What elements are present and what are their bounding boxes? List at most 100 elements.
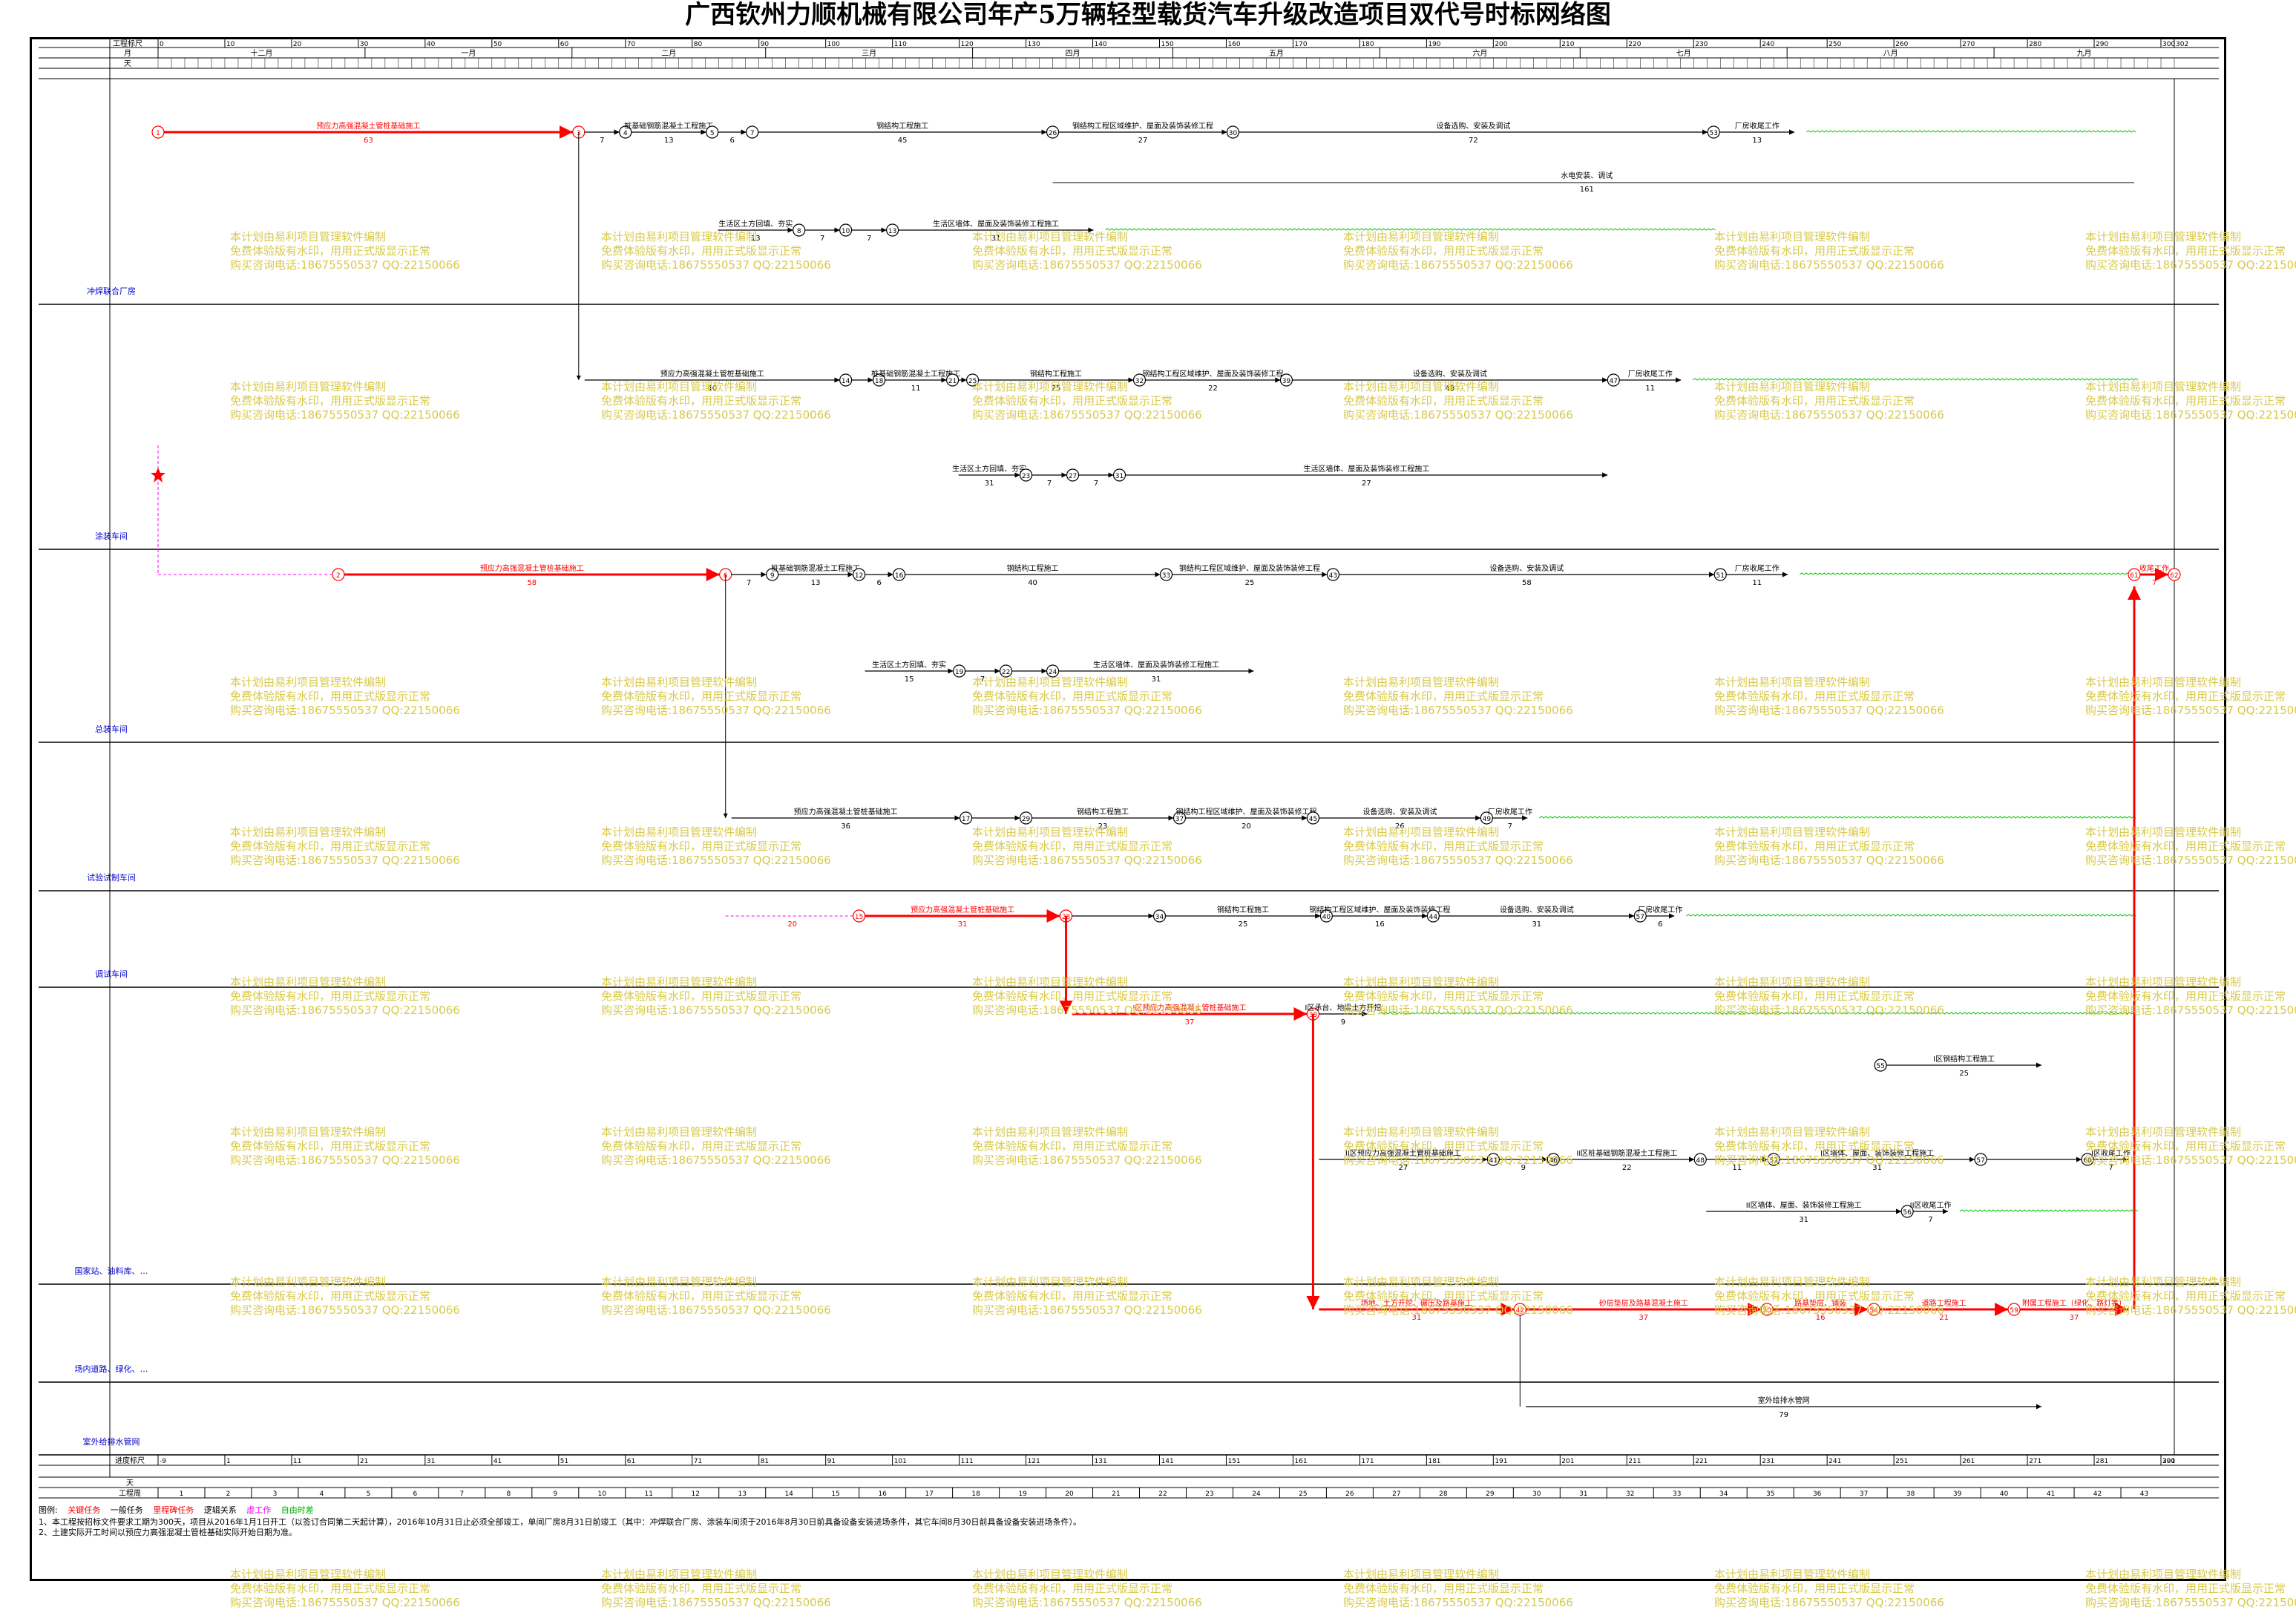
activity-duration: 37: [1185, 1018, 1195, 1027]
activity-label: II区收尾工作: [1910, 1200, 1952, 1210]
activity-duration: 11: [1732, 1164, 1742, 1172]
event-node-number: 7: [750, 130, 755, 137]
week-label: 3: [273, 1490, 278, 1498]
activity-duration: 11: [1645, 384, 1655, 393]
month-label: 二月: [661, 49, 676, 58]
tick-top-label: 40: [427, 41, 436, 48]
event-node-number: 30: [1229, 130, 1238, 137]
week-label: 19: [1018, 1490, 1027, 1498]
legend-virtual: 虚工作: [246, 1505, 272, 1515]
activity-label: 钢结构工程施工: [1077, 807, 1129, 817]
activity-label: 生活区墙体、屋面及装饰装修工程施工: [933, 219, 1059, 229]
event-node-number: 5: [710, 130, 715, 137]
tick-bottom-label: 21: [360, 1458, 368, 1465]
activity-duration: 9: [1521, 1164, 1526, 1172]
tick-bottom-label: 181: [1428, 1458, 1440, 1465]
activity-duration: 6: [1658, 920, 1662, 929]
event-node-number: 48: [1696, 1157, 1705, 1165]
activity-duration: 7: [2108, 1164, 2113, 1172]
tick-bottom-label: 161: [1294, 1458, 1307, 1465]
scale-label-week: 工程周: [119, 1489, 141, 1498]
week-label: 14: [784, 1490, 793, 1498]
activity-duration: 26: [1395, 822, 1405, 831]
tick-top-label: 130: [1028, 41, 1040, 48]
week-label: 25: [1299, 1490, 1307, 1498]
tick-top-label: 0: [160, 41, 164, 48]
legend: 图例: 关键任务 一般任务 里程碑任务 逻辑关系 虚工作 自由时差: [39, 1504, 321, 1516]
week-label: 20: [1065, 1490, 1074, 1498]
tick-top-label: 260: [1895, 41, 1908, 48]
event-node-number: 13: [888, 228, 896, 235]
activity-duration: 40: [1028, 579, 1037, 587]
month-label: 三月: [862, 49, 876, 58]
activity-duration: 27: [1362, 480, 1371, 488]
week-label: 33: [1673, 1490, 1681, 1498]
activity-duration: 45: [898, 137, 908, 145]
event-node-number: 25: [968, 378, 977, 385]
tick-bottom-label: 41: [493, 1458, 502, 1465]
activity-label: 预应力高强混凝土管桩基础施工: [794, 807, 898, 817]
event-node-number: 34: [1155, 914, 1164, 921]
event-node-number: 47: [1610, 378, 1618, 385]
activity-label: 路基垫层、铺装: [1794, 1298, 1846, 1308]
event-node-number: 55: [1876, 1063, 1884, 1070]
event-node-number: 31: [1115, 473, 1124, 480]
week-label: 34: [1719, 1490, 1728, 1498]
activity-label: 钢结构工程区域维护、屋面及装饰装修工程: [1309, 905, 1450, 914]
event-node-number: 53: [1710, 130, 1718, 137]
lane-label: 场内道路、绿化、…: [75, 1364, 148, 1374]
activity-label: 砂层垫层及路基混凝土施工: [1599, 1298, 1688, 1308]
activity-duration: 25: [1245, 579, 1255, 587]
activity-duration: 79: [1779, 1411, 1788, 1419]
tick-top-label: 220: [1628, 41, 1641, 48]
activity-label: 收尾工作: [2139, 563, 2169, 573]
event-node-number: 29: [1022, 816, 1031, 823]
activity-duration: 27: [1399, 1164, 1408, 1172]
tick-bottom-label: 211: [1628, 1458, 1641, 1465]
tick-bottom-label: -9: [160, 1458, 166, 1465]
activity-label: I区钢结构工程施工: [1933, 1054, 1995, 1064]
week-label: 26: [1345, 1490, 1354, 1498]
tick-bottom-label: 61: [627, 1458, 635, 1465]
milestone-star-icon: [151, 468, 165, 482]
activity-duration: 63: [364, 137, 373, 145]
week-label: 28: [1439, 1490, 1448, 1498]
activity-label: 生活区墙体、屋面及装饰装修工程施工: [1093, 660, 1219, 670]
page-title: 广西钦州力顺机械有限公司年产5万辆轻型载货汽车升级改造项目双代号时标网络图: [685, 0, 1611, 30]
tick-bottom-label: 1: [226, 1458, 231, 1465]
tick-top-label: 170: [1294, 41, 1307, 48]
free-float: [1799, 572, 2139, 575]
event-node-number: 8: [797, 228, 801, 235]
week-label: 4: [320, 1490, 324, 1498]
tick-bottom-label: 261: [1962, 1458, 1975, 1465]
tick-top-label: 70: [627, 41, 636, 48]
month-label: 四月: [1066, 49, 1080, 58]
activity-label: 钢结构工程施工: [1217, 905, 1269, 914]
event-node-number: 17: [962, 816, 970, 823]
tick-top-label: 302: [2176, 41, 2188, 48]
event-node: [2128, 568, 2141, 581]
activity-label: 设备选购、安装及调试: [1489, 563, 1564, 573]
note-1: 1、本工程按招标文件要求工期为300天，项目从2016年1月1日开工（以签订合同…: [39, 1517, 1081, 1527]
activity-label: 钢结构工程区域维护、屋面及装饰装修工程: [1142, 369, 1283, 379]
week-label: 38: [1906, 1490, 1915, 1498]
event-node-number: 57: [1636, 914, 1644, 921]
month-label: 六月: [1472, 49, 1487, 58]
activity-duration: 7: [1047, 480, 1052, 488]
activity-label: 生活区墙体、屋面及装饰装修工程施工: [1303, 464, 1429, 474]
week-label: 41: [2047, 1490, 2055, 1498]
activity-duration: 16: [1375, 920, 1385, 929]
event-node-number: 1: [156, 130, 160, 137]
lane-label: 涂装车间: [95, 531, 128, 541]
week-label: 17: [925, 1490, 933, 1498]
event-node-number: 14: [842, 378, 850, 385]
activity-duration: 20: [1242, 822, 1251, 831]
event-node-number: 42: [1516, 1307, 1524, 1315]
tick-bottom-label: 251: [1895, 1458, 1908, 1465]
tick-bottom-label: 171: [1361, 1458, 1374, 1465]
activity-duration: 7: [1928, 1216, 1932, 1224]
activity-duration: 58: [1522, 579, 1532, 587]
activity-label: 预应力高强混凝土管桩基础施工: [316, 121, 420, 131]
free-float: [1805, 130, 2136, 133]
